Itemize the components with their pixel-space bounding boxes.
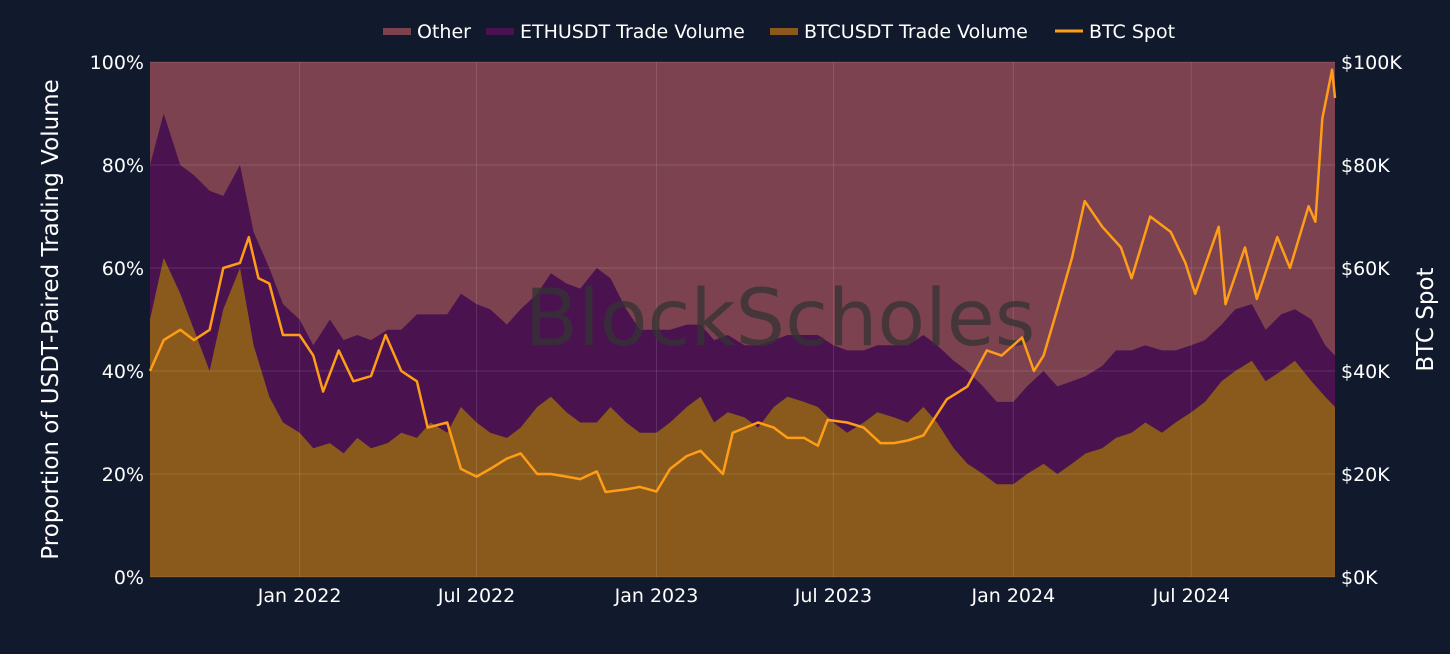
legend-swatch-eth — [486, 28, 514, 35]
x-tick-label: Jul 2024 — [1152, 585, 1230, 607]
btc-spot-line — [148, 68, 1337, 494]
y-left-tick-label: 100% — [90, 52, 144, 74]
x-tick-label: Jul 2022 — [437, 585, 515, 607]
legend-swatch-other — [383, 28, 411, 35]
y-right-tick-label: $40K — [1341, 361, 1390, 383]
line-layer — [148, 68, 1337, 494]
y-left-tick-label: 80% — [102, 155, 144, 177]
y-left-axis-title: Proportion of USDT-Paired Trading Volume — [38, 79, 64, 559]
axes-layer: 0% 20% 40% 60% 80% 100% $0K $20K $40K $60K $80K $10… — [38, 52, 1439, 607]
btc-volume-area — [150, 257, 1335, 577]
y-left-tick-label: 60% — [102, 258, 144, 280]
y-right-axis-title: BTC Spot — [1413, 267, 1439, 371]
x-tick-label: Jul 2023 — [794, 585, 872, 607]
watermark-layer: BlockScholes — [525, 274, 1036, 364]
legend-label: BTCUSDT Trade Volume — [804, 21, 1028, 43]
area-layer — [150, 62, 1335, 577]
watermark: BlockScholes — [525, 274, 1036, 364]
y-left-tick-label: 40% — [102, 361, 144, 383]
legend-label: Other — [417, 21, 471, 43]
y-right-tick-label: $20K — [1341, 464, 1390, 486]
x-tick-label: Jan 2022 — [257, 585, 342, 607]
legend: Other ETHUSDT Trade Volume BTCUSDT Trade V… — [383, 21, 1175, 43]
y-right-tick-label: $60K — [1341, 258, 1390, 280]
x-tick-label: Jan 2024 — [970, 585, 1055, 607]
legend-label: BTC Spot — [1089, 21, 1175, 43]
y-right-tick-label: $0K — [1341, 567, 1378, 589]
legend-label: ETHUSDT Trade Volume — [520, 21, 745, 43]
y-right-tick-label: $100K — [1341, 52, 1402, 74]
y-left-tick-label: 20% — [102, 464, 144, 486]
legend-swatch-btc_volume — [770, 28, 798, 35]
y-right-tick-label: $80K — [1341, 155, 1390, 177]
y-left-tick-label: 0% — [114, 567, 144, 589]
x-tick-label: Jan 2023 — [614, 585, 699, 607]
